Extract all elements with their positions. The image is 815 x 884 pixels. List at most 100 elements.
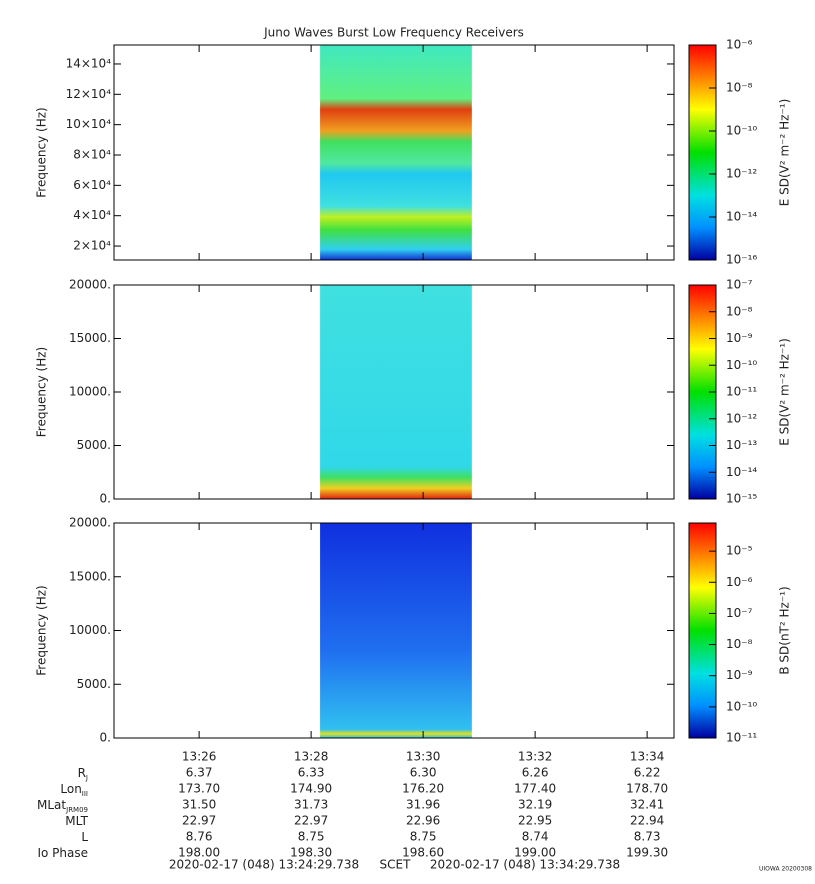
colorbar-tick-label: 10⁻⁷ [726, 606, 753, 620]
colorbar-tick-label: 10⁻¹⁵ [726, 492, 757, 506]
y-tick-label: 6×10⁴ [73, 178, 111, 192]
ephemeris-value: 198.00 [178, 846, 220, 860]
ephemeris-value: 6.37 [186, 766, 213, 780]
footer-end: 2020-02-17 (048) 13:34:29.738 [430, 858, 620, 872]
ephemeris-value: 198.30 [290, 846, 332, 860]
ephemeris-name: MLat [37, 798, 66, 812]
colorbar [688, 522, 717, 739]
colorbar-tick-label: 10⁻¹⁰ [726, 358, 757, 372]
colorbar-tick-label: 10⁻¹⁰ [726, 124, 757, 138]
x-tick-label: 13:26 [182, 750, 217, 764]
y-tick-label: 20000. [69, 278, 111, 292]
colorbar-tick-label: 10⁻¹⁶ [726, 253, 757, 267]
colorbar-tick-label: 10⁻⁵ [726, 544, 753, 558]
y-tick-label: 10×10⁴ [66, 117, 112, 131]
colorbar-tick-label: 10⁻¹⁰ [726, 699, 757, 713]
y-tick-label: 0. [100, 731, 111, 745]
y-axis-label: Frequency (Hz) [35, 585, 49, 676]
ephemeris-subscript: III [82, 790, 88, 798]
y-tick-label: 2×10⁴ [73, 239, 111, 253]
x-tick-label: 13:32 [518, 750, 553, 764]
ephemeris-value: 177.40 [514, 782, 556, 796]
ephemeris-value: 6.26 [522, 766, 549, 780]
ephemeris-label: LonIII [60, 782, 88, 799]
ephemeris-value: 31.50 [182, 798, 216, 812]
colorbar-tick-label: 10⁻¹³ [726, 438, 757, 452]
colorbar-tick-label: 10⁻¹¹ [726, 385, 757, 399]
colorbar-label: E SD(V² m⁻² Hz⁻¹) [778, 99, 792, 207]
colorbar-label: B SD(nT² Hz⁻¹) [778, 586, 792, 674]
ephemeris-label: MLT [65, 814, 88, 828]
ephemeris-value: 8.74 [522, 830, 549, 844]
y-axis-label: Frequency (Hz) [35, 107, 49, 198]
ephemeris-label: L [81, 830, 88, 844]
colorbar-tick-label: 10⁻⁹ [726, 331, 753, 345]
ephemeris-value: 22.97 [294, 814, 328, 828]
y-tick-label: 20000. [69, 516, 111, 530]
colorbar-tick-label: 10⁻⁸ [726, 81, 753, 95]
ephemeris-name: Lon [60, 782, 81, 796]
ephemeris-value: 198.60 [402, 846, 444, 860]
y-tick-label: 0. [100, 492, 111, 506]
ephemeris-name: MLT [65, 814, 88, 828]
colorbar-tick-label: 10⁻⁸ [726, 304, 753, 318]
ephemeris-value: 174.90 [290, 782, 332, 796]
ephemeris-value: 6.33 [298, 766, 325, 780]
y-tick-label: 10000. [69, 623, 111, 637]
ephemeris-label: RJ [78, 766, 88, 783]
ephemeris-value: 32.19 [518, 798, 552, 812]
colorbar-tick-label: 10⁻¹⁴ [726, 210, 757, 224]
y-tick-label: 12×10⁴ [66, 87, 112, 101]
ephemeris-value: 8.75 [298, 830, 325, 844]
colorbar-tick-label: 10⁻⁶ [726, 575, 753, 589]
ephemeris-value: 178.70 [626, 782, 668, 796]
colorbar-tick-label: 10⁻⁷ [726, 278, 753, 292]
ephemeris-label: Io Phase [37, 846, 88, 860]
colorbar-tick-label: 10⁻¹¹ [726, 731, 757, 745]
colorbar-tick-label: 10⁻⁸ [726, 637, 753, 651]
footer-frame: SCET [380, 858, 412, 872]
y-tick-label: 15000. [69, 331, 111, 345]
y-tick-label: 15000. [69, 569, 111, 583]
y-tick-label: 5000. [77, 677, 111, 691]
ephemeris-value: 31.73 [294, 798, 328, 812]
y-tick-label: 10000. [69, 385, 111, 399]
ephemeris-value: 8.73 [634, 830, 661, 844]
x-tick-label: 13:28 [294, 750, 329, 764]
ephemeris-value: 32.41 [630, 798, 664, 812]
colorbar-tick-label: 10⁻⁶ [726, 38, 753, 52]
plot-frame [113, 44, 675, 261]
ephemeris-value: 6.22 [634, 766, 661, 780]
ephemeris-label: MLatJRM09 [37, 798, 88, 815]
colorbar-tick-label: 10⁻¹² [726, 411, 757, 425]
colorbar [688, 44, 717, 261]
spectrogram-data [320, 45, 472, 260]
y-tick-label: 5000. [77, 438, 111, 452]
ephemeris-value: 176.20 [402, 782, 444, 796]
ephemeris-value: 173.70 [178, 782, 220, 796]
ephemeris-value: 22.96 [406, 814, 440, 828]
chart-title: Juno Waves Burst Low Frequency Receivers [263, 26, 524, 40]
ephemeris-name: R [78, 766, 86, 780]
ephemeris-value: 199.30 [626, 846, 668, 860]
y-tick-label: 8×10⁴ [73, 148, 111, 162]
ephemeris-value: 199.00 [514, 846, 556, 860]
x-tick-label: 13:30 [406, 750, 441, 764]
ephemeris-subscript: J [85, 774, 88, 782]
ephemeris-value: 22.95 [518, 814, 552, 828]
x-tick-label: 13:34 [630, 750, 665, 764]
ephemeris-subscript: JRM09 [65, 806, 88, 814]
ephemeris-name: Io Phase [37, 846, 88, 860]
colorbar-label: E SD(V² m⁻² Hz⁻¹) [778, 338, 792, 446]
spectrogram-data [320, 285, 472, 499]
ephemeris-value: 31.96 [406, 798, 440, 812]
ephemeris-name: L [81, 830, 88, 844]
footer-start: 2020-02-17 (048) 13:24:29.738 [169, 858, 359, 872]
spectrogram-data [320, 523, 472, 738]
y-tick-label: 4×10⁴ [73, 208, 111, 222]
y-tick-label: 14×10⁴ [66, 56, 112, 70]
footer-credit: UIOWA 20200308 [759, 866, 812, 873]
y-axis-label: Frequency (Hz) [35, 347, 49, 438]
ephemeris-value: 8.75 [410, 830, 437, 844]
